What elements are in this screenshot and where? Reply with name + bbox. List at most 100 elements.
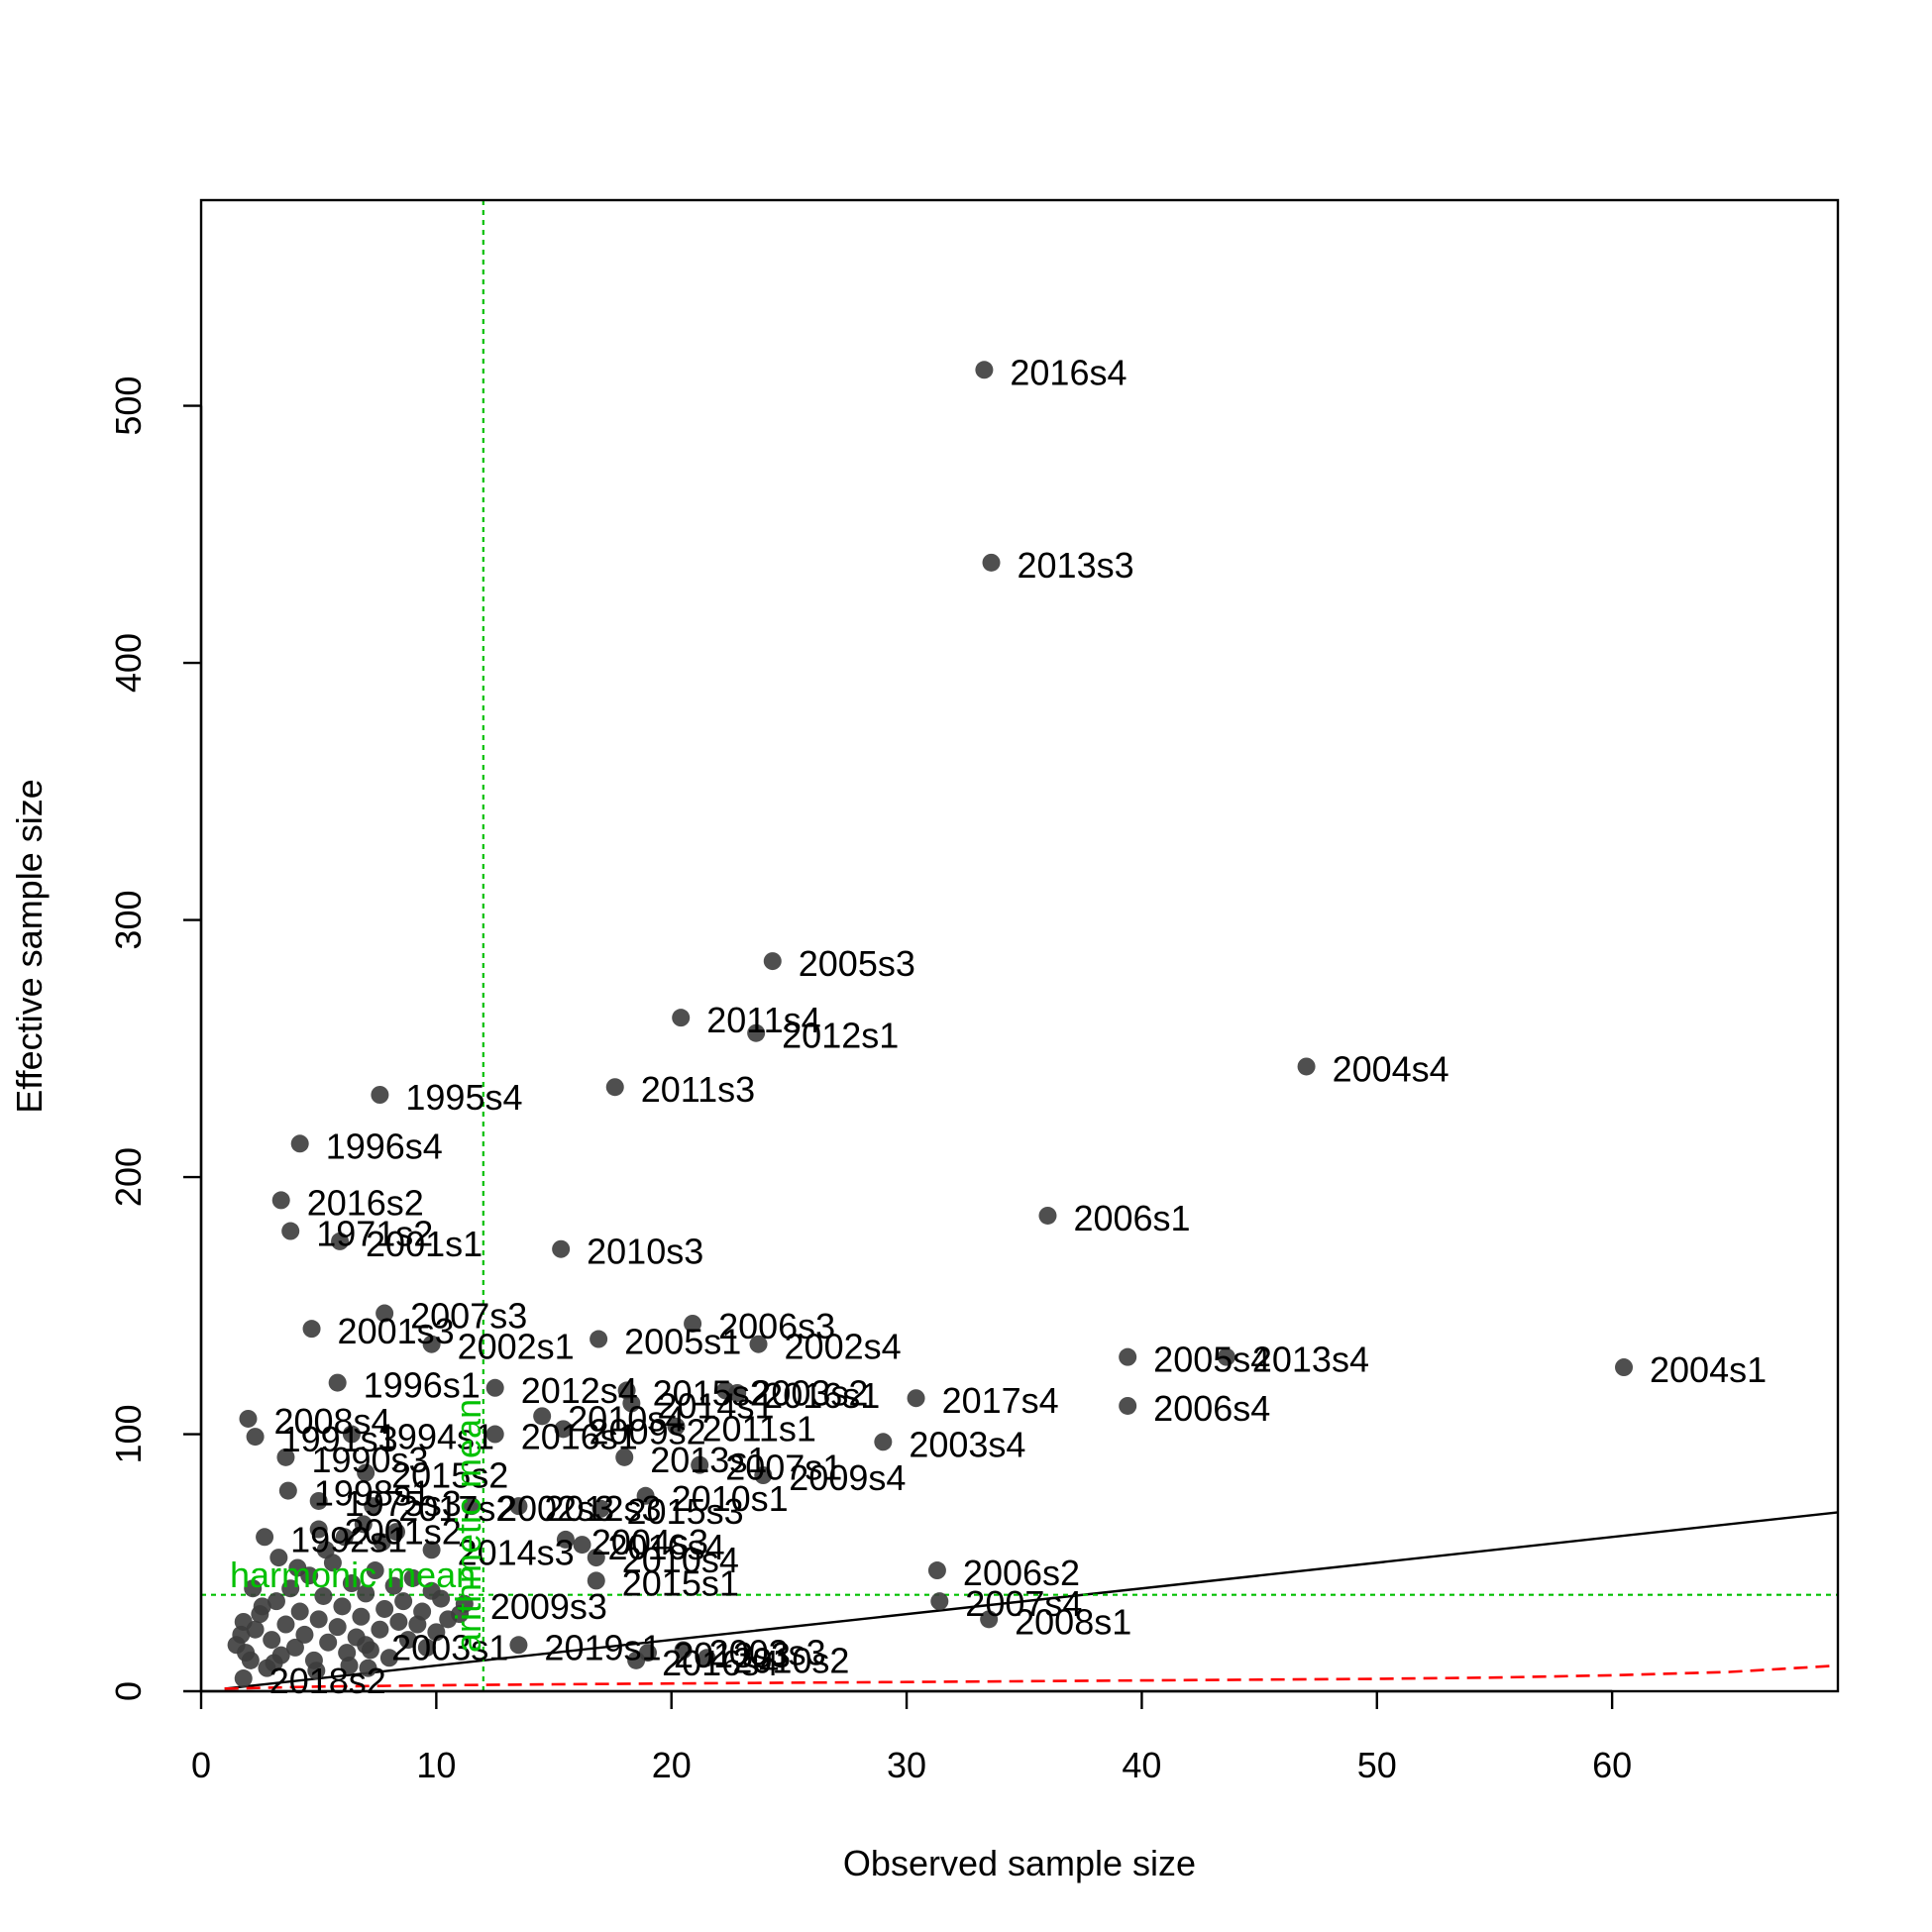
x-tick-label: 50 — [1357, 1745, 1397, 1785]
point-label: 2012s3 — [544, 1488, 661, 1529]
data-point — [342, 1425, 361, 1444]
data-point — [359, 1659, 377, 1677]
point-label: 2017s4 — [942, 1380, 1059, 1421]
data-point — [1038, 1206, 1057, 1225]
point-label: 2006s2 — [963, 1553, 1080, 1593]
data-point — [1217, 1347, 1235, 1366]
point-label: 2011s4 — [706, 1000, 820, 1040]
data-point — [239, 1409, 258, 1428]
data-point — [253, 1597, 271, 1616]
data-point — [281, 1222, 300, 1240]
point-label: 1998s1 — [314, 1473, 431, 1514]
point-label: 2001s1 — [366, 1224, 483, 1264]
point-label: 2005s1 — [624, 1322, 741, 1362]
data-point — [587, 1549, 605, 1567]
point-label: 2015s3 — [627, 1491, 744, 1532]
point-label: 2011s3 — [641, 1069, 755, 1110]
x-tick-label: 40 — [1122, 1745, 1161, 1785]
data-point — [290, 1134, 309, 1153]
data-point — [307, 1662, 326, 1680]
data-point — [667, 1417, 686, 1436]
data-point — [417, 1638, 436, 1657]
data-point — [371, 1086, 389, 1104]
data-point — [615, 1448, 634, 1466]
data-point — [622, 1394, 641, 1413]
data-point — [1297, 1057, 1316, 1076]
data-point — [556, 1530, 575, 1549]
data-point — [533, 1407, 552, 1426]
data-point — [354, 1515, 373, 1534]
point-label: 2012s4 — [521, 1370, 638, 1411]
data-point — [462, 1497, 481, 1516]
data-point — [357, 1463, 376, 1482]
data-point — [278, 1481, 297, 1500]
data-point — [309, 1491, 328, 1510]
point-label: 2014s1 — [657, 1385, 774, 1426]
point-label: 2011s1 — [701, 1409, 815, 1449]
data-point — [509, 1497, 528, 1516]
point-label: 2004s1 — [1650, 1349, 1767, 1390]
plot-frame — [199, 198, 1840, 1693]
data-point — [384, 1576, 403, 1595]
data-point — [316, 1541, 335, 1559]
x-axis-title: Observed sample size — [843, 1843, 1196, 1883]
data-point — [485, 1378, 504, 1397]
data-point — [290, 1602, 309, 1621]
point-label: 2013s4 — [1252, 1340, 1369, 1380]
data-point — [256, 1528, 274, 1547]
data-point — [763, 952, 782, 971]
point-label: 2001s2 — [345, 1512, 462, 1553]
data-point — [698, 1649, 716, 1667]
point-label: 2016s4 — [662, 1643, 779, 1683]
data-point — [328, 1373, 347, 1392]
data-point — [357, 1584, 376, 1603]
harmonic-mean-label: harmonic mean — [230, 1555, 476, 1595]
data-point — [357, 1636, 376, 1655]
data-point — [314, 1586, 333, 1605]
point-label: 1996s4 — [326, 1126, 443, 1166]
point-label: 2005s4 — [1153, 1340, 1270, 1380]
data-point — [422, 1335, 441, 1353]
point-label: 2006s3 — [718, 1306, 835, 1346]
data-point — [394, 1592, 413, 1611]
y-tick-label: 100 — [108, 1404, 149, 1463]
y-axis-title: Effective sample size — [9, 779, 50, 1113]
point-label: 2019s1 — [544, 1627, 661, 1667]
point-label: 2016s4 — [608, 1527, 725, 1567]
data-point — [874, 1433, 893, 1451]
data-point — [455, 1594, 474, 1613]
point-label: 2006s4 — [1153, 1388, 1270, 1429]
data-point — [328, 1618, 347, 1637]
data-point — [387, 1523, 406, 1542]
point-label: 1994s1 — [377, 1417, 494, 1457]
data-point — [335, 1528, 354, 1547]
data-point — [590, 1330, 608, 1348]
point-label: 2016s1 — [763, 1375, 880, 1416]
data-point — [234, 1669, 253, 1688]
data-point — [288, 1558, 307, 1577]
data-point — [302, 1320, 321, 1339]
point-label: 2003s1 — [391, 1627, 508, 1667]
point-label: 2010s4 — [622, 1540, 739, 1580]
point-label: 2012s1 — [782, 1016, 899, 1056]
data-point — [684, 1314, 702, 1333]
data-point — [267, 1592, 285, 1611]
data-point — [573, 1536, 591, 1555]
point-label: 2002s4 — [785, 1327, 902, 1367]
data-point — [672, 1009, 691, 1027]
point-label: 2015s1 — [622, 1562, 739, 1603]
point-label: 2014s3 — [458, 1532, 575, 1572]
data-point — [403, 1568, 422, 1587]
reference-lines-layer — [201, 200, 1839, 1691]
point-label: 2007s1 — [725, 1448, 842, 1488]
point-label: 2003s3 — [709, 1632, 826, 1672]
point-label: 2008s1 — [1015, 1601, 1131, 1642]
data-point — [982, 553, 1001, 572]
reference-line — [224, 1511, 1839, 1690]
point-label: 1995s4 — [405, 1077, 522, 1118]
point-label: 2013s1 — [650, 1440, 767, 1480]
y-tick-label: 200 — [108, 1147, 149, 1207]
point-labels-layer: 2016s42013s32005s32011s42012s12004s42011… — [269, 352, 1767, 1701]
